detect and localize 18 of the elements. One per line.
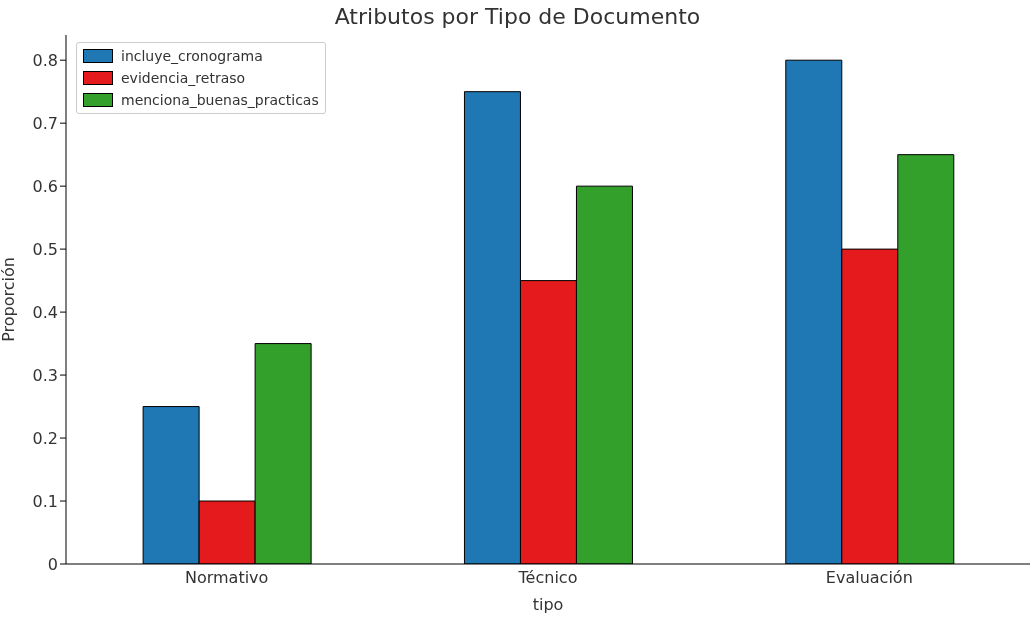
- x-tick-label: Evaluación: [825, 568, 913, 588]
- x-tick-label: Técnico: [517, 568, 578, 588]
- y-tick-label: 0.6: [32, 176, 58, 196]
- y-tick-label: 0.1: [32, 491, 58, 511]
- legend-label: evidencia_retraso: [121, 69, 246, 88]
- legend-label: incluye_cronograma: [121, 47, 263, 66]
- chart-title: Atributos por Tipo de Documento: [333, 4, 702, 29]
- y-tick-label: 0: [47, 554, 58, 574]
- y-tick-label: 0.2: [32, 428, 58, 448]
- y-tick-label: 0.8: [32, 50, 58, 70]
- y-tick-label: 0.4: [32, 302, 58, 322]
- x-axis-title: tipo: [532, 595, 564, 614]
- x-tick-label: Normativo: [184, 568, 269, 588]
- y-tick-label: 0.7: [32, 113, 58, 133]
- y-tick-label: 0.5: [32, 239, 58, 259]
- y-axis-title: Proporción: [0, 257, 18, 342]
- legend-label: menciona_buenas_practicas: [121, 91, 319, 110]
- y-tick-label: 0.3: [32, 365, 58, 385]
